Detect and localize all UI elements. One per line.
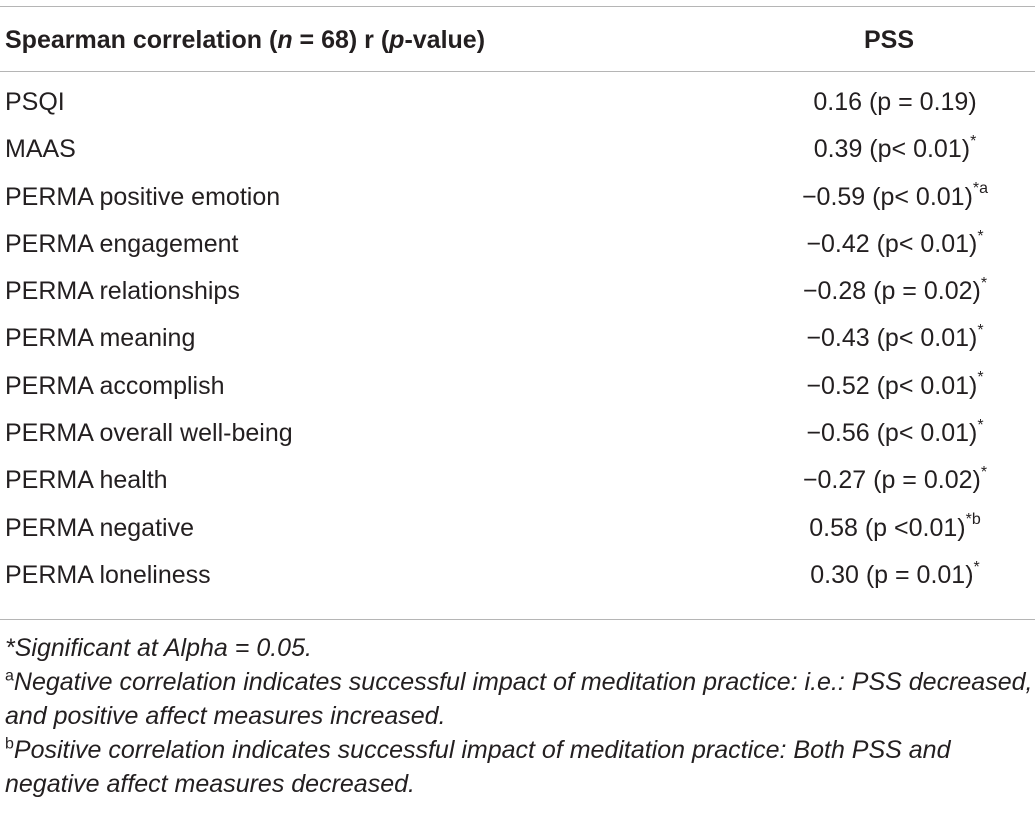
row-value: −0.59 (p< 0.01)*a: [760, 180, 1030, 212]
row-label: PSQI: [5, 88, 65, 116]
row-value-text: −0.42 (p< 0.01): [806, 229, 978, 258]
row-label: PERMA engagement: [5, 229, 239, 258]
table-row: PERMA loneliness 0.30 (p = 0.01)*: [0, 558, 1035, 608]
table-row: PERMA relationships −0.28 (p = 0.02)*: [0, 274, 1035, 324]
footnote-significance: *Significant at Alpha = 0.05.: [5, 634, 312, 662]
header-column-pss: PSS: [864, 26, 915, 54]
header-label: Spearman correlation (n = 68) r (p-value…: [5, 26, 485, 55]
top-rule: [0, 6, 1035, 7]
row-footnote-mark: *b: [965, 511, 981, 529]
row-value: 0.58 (p <0.01)*b: [760, 511, 1030, 543]
footnote-b-text: Positive correlation indicates successfu…: [5, 736, 951, 798]
row-value-text: 0.30 (p = 0.01): [810, 560, 974, 589]
row-value: 0.16 (p = 0.19): [760, 88, 1030, 117]
row-label: PERMA relationships: [5, 277, 240, 306]
row-footnote-mark: *: [977, 416, 984, 434]
row-label: PERMA health: [5, 466, 168, 495]
row-value: −0.56 (p< 0.01)*: [760, 416, 1030, 448]
table-footnotes: *Significant at Alpha = 0.05. aNegative …: [5, 631, 1033, 801]
footnote-a-mark: a: [5, 667, 14, 685]
row-label: PERMA negative: [5, 513, 194, 542]
row-value-text: −0.43 (p< 0.01): [806, 324, 978, 353]
row-value: −0.27 (p = 0.02)*: [760, 464, 1030, 495]
table-row: PERMA engagement −0.42 (p< 0.01)*: [0, 227, 1035, 277]
row-footnote-mark: *: [977, 369, 984, 387]
row-value: −0.43 (p< 0.01)*: [760, 322, 1030, 353]
footnote-b-mark: b: [5, 735, 14, 753]
row-footnote-mark: *a: [972, 180, 989, 198]
table-row: PERMA meaning −0.43 (p< 0.01)*: [0, 322, 1035, 371]
row-label: PERMA loneliness: [5, 560, 211, 589]
row-value: 0.30 (p = 0.01)*: [760, 558, 1030, 590]
row-value-text: 0.16 (p = 0.19): [813, 88, 977, 116]
row-value-text: 0.58 (p <0.01): [809, 513, 966, 542]
table-header: Spearman correlation (n = 68) r (p-value…: [0, 6, 1035, 71]
bottom-rule: [0, 619, 1035, 620]
row-footnote-mark: *: [970, 132, 977, 150]
row-value-text: −0.52 (p< 0.01): [806, 371, 978, 400]
row-footnote-mark: *: [977, 227, 984, 245]
table-row: MAAS 0.39 (p< 0.01)*: [0, 132, 1035, 182]
header-rule: [0, 71, 1035, 72]
row-value-text: −0.28 (p = 0.02): [802, 277, 981, 306]
table-row: PERMA negative 0.58 (p <0.01)*b: [0, 511, 1035, 561]
row-label: PERMA meaning: [5, 324, 196, 353]
row-label: PERMA overall well-being: [5, 419, 293, 448]
row-label: MAAS: [5, 135, 76, 164]
table-row: PSQI 0.16 (p = 0.19): [0, 88, 1035, 135]
row-value-text: −0.27 (p = 0.02): [802, 466, 981, 495]
row-label: PERMA positive emotion: [5, 182, 281, 211]
row-footnote-mark: *: [980, 274, 988, 292]
header-label-mid: = 68) r (: [292, 26, 390, 54]
row-footnote-mark: *: [977, 322, 984, 340]
row-footnote-mark: *: [980, 464, 988, 482]
table-row: PERMA overall well-being −0.56 (p< 0.01)…: [0, 416, 1035, 466]
row-value: −0.42 (p< 0.01)*: [760, 227, 1030, 259]
table-row: PERMA positive emotion −0.59 (p< 0.01)*a: [0, 180, 1035, 230]
row-value-text: −0.59 (p< 0.01): [801, 182, 973, 211]
row-value: 0.39 (p< 0.01)*: [760, 132, 1030, 164]
table-row: PERMA health −0.27 (p = 0.02)*: [0, 464, 1035, 513]
row-value: −0.52 (p< 0.01)*: [760, 369, 1030, 401]
row-value: −0.28 (p = 0.02)*: [760, 274, 1030, 306]
row-value-text: 0.39 (p< 0.01): [813, 135, 971, 164]
row-footnote-mark: *: [973, 558, 980, 576]
row-label: PERMA accomplish: [5, 371, 225, 400]
row-value-text: −0.56 (p< 0.01): [806, 419, 978, 448]
footnote-a-text: Negative correlation indicates successfu…: [5, 668, 1033, 730]
table-row: PERMA accomplish −0.52 (p< 0.01)*: [0, 369, 1035, 419]
footnote-a: aNegative correlation indicates successf…: [5, 665, 1033, 733]
header-label-prefix: Spearman correlation (: [5, 26, 278, 54]
header-label-n: n: [277, 26, 293, 54]
footnote-b: bPositive correlation indicates successf…: [5, 733, 1033, 801]
table-body: PSQI 0.16 (p = 0.19) MAAS 0.39 (p< 0.01)…: [0, 88, 1035, 608]
header-label-p: p: [389, 26, 405, 54]
header-label-suffix: -value): [404, 26, 486, 54]
